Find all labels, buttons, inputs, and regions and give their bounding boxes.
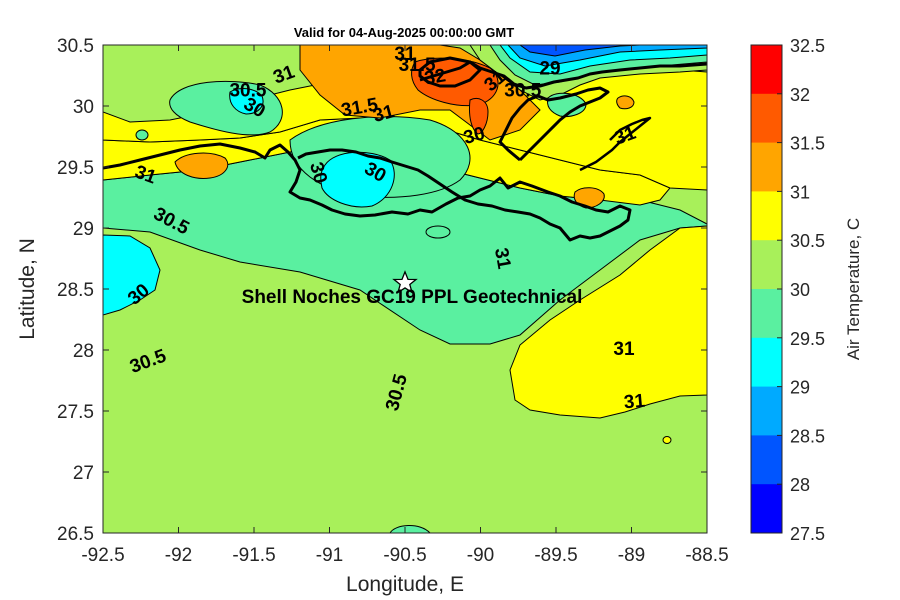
contour-label: 30.5 — [229, 80, 266, 101]
colorbar-cell — [751, 386, 782, 436]
y-tick-label: 27.5 — [57, 402, 94, 423]
temperature-region-31-5-east-2 — [616, 95, 635, 110]
colorbar-tick-label: 31.5 — [790, 134, 825, 154]
temperature-region-30-coast-dot — [425, 225, 451, 239]
contour-labels: 30.5313030.530.53131313130303030.5303131… — [124, 44, 646, 414]
colorbar-tick-label: 30.5 — [790, 231, 825, 251]
x-tick-label: -92 — [165, 545, 192, 566]
colorbar-tick-label: 28 — [790, 475, 810, 495]
coastline-lake — [418, 56, 482, 88]
colorbar-cell — [751, 337, 782, 388]
y-tick-label: 26.5 — [57, 524, 94, 545]
contour-label: 31 — [623, 391, 646, 414]
coastline-delta — [498, 86, 610, 162]
temperature-region-29-5-center — [320, 151, 395, 208]
map-title: Valid for 04-Aug-2025 00:00:00 GMT — [294, 25, 514, 40]
temperature-region-29-5-north — [229, 88, 264, 115]
temperature-region-32-south — [469, 98, 489, 135]
colorbar-tick-label: 29.5 — [790, 329, 825, 349]
y-tick-label: 30 — [73, 97, 94, 118]
y-tick-label: 28.5 — [57, 280, 94, 301]
temperature-region-29-5-west — [103, 234, 161, 316]
y-tick-label: 29 — [73, 219, 94, 240]
x-tick-label: -91 — [316, 545, 343, 566]
x-axis-ticks: -92.5 -92 -91.5 -91 -90.5 -90 -89.5 -89 -88.5 — [81, 45, 729, 566]
contour-label: 29 — [539, 58, 560, 79]
colorbar-tick-label: 28.5 — [790, 426, 825, 446]
x-tick-label: -89 — [618, 545, 645, 566]
colorbar-tick-label: 30 — [790, 280, 810, 300]
contour-label: 31 — [613, 339, 635, 360]
star-icon — [392, 270, 418, 294]
x-tick-label: -89.5 — [534, 545, 577, 566]
contour-label: 31 — [394, 44, 416, 65]
colorbar-cell — [751, 289, 782, 339]
temperature-region-31-dot — [662, 436, 672, 444]
y-tick-label: 29.5 — [57, 158, 94, 179]
colorbar-cell — [751, 240, 782, 290]
colorbar-tick-label: 29 — [790, 378, 810, 398]
y-axis-ticks: 30.5 30 29.5 29 28.5 28 27.5 27 26.5 — [57, 36, 707, 545]
colorbar-tick-label: 31 — [790, 182, 810, 202]
y-tick-label: 27 — [73, 463, 94, 484]
colorbar-cell — [751, 142, 782, 192]
y-axis-label: Latitude, N — [16, 238, 39, 340]
colorbar-label: Air Temperature, C — [844, 218, 863, 360]
colorbar-cell — [751, 435, 782, 485]
colorbar-cells — [751, 45, 782, 534]
colorbar-ticks: 32.5 32 31.5 31 30.5 30 29.5 29 28.5 28 27.5 — [777, 36, 825, 544]
site-label: Shell Noches GC19 PPL Geotechnical — [242, 287, 583, 308]
x-tick-label: -88.5 — [685, 545, 728, 566]
colorbar-cell — [751, 93, 782, 144]
x-axis-label: Longitude, E — [346, 573, 464, 596]
colorbar-cell — [751, 45, 782, 95]
y-tick-label: 30.5 — [57, 36, 94, 57]
colorbar: 32.5 32 31.5 31 30.5 30 29.5 29 28.5 28 27.5 Air T… — [750, 36, 863, 544]
colorbar-cell — [751, 484, 782, 534]
x-tick-label: -92.5 — [81, 545, 124, 566]
temperature-region-30-dot — [135, 129, 149, 141]
x-tick-label: -90.5 — [383, 545, 426, 566]
contour-label: 30.5 — [504, 80, 541, 101]
colorbar-cell — [751, 191, 782, 241]
temperature-region-31-east — [509, 225, 707, 419]
temperature-region-28-5-northeast — [519, 45, 641, 57]
site-marker: Shell Noches GC19 PPL Geotechnical — [242, 270, 583, 308]
x-tick-label: -90 — [467, 545, 494, 566]
y-tick-label: 28 — [73, 341, 94, 362]
coastline — [103, 142, 632, 242]
colorbar-tick-label: 27.5 — [790, 524, 825, 544]
x-tick-label: -91.5 — [232, 545, 275, 566]
colorbar-tick-label: 32 — [790, 85, 810, 105]
coastline-east-islands — [579, 116, 652, 172]
colorbar-tick-label: 32.5 — [790, 36, 825, 56]
contour-label: 32 — [423, 65, 447, 89]
contour-label: 31.5 — [399, 55, 436, 76]
temperature-region-31-5-west — [174, 152, 229, 179]
map-plot-area — [103, 45, 707, 533]
contour-label: 31 — [490, 246, 514, 271]
